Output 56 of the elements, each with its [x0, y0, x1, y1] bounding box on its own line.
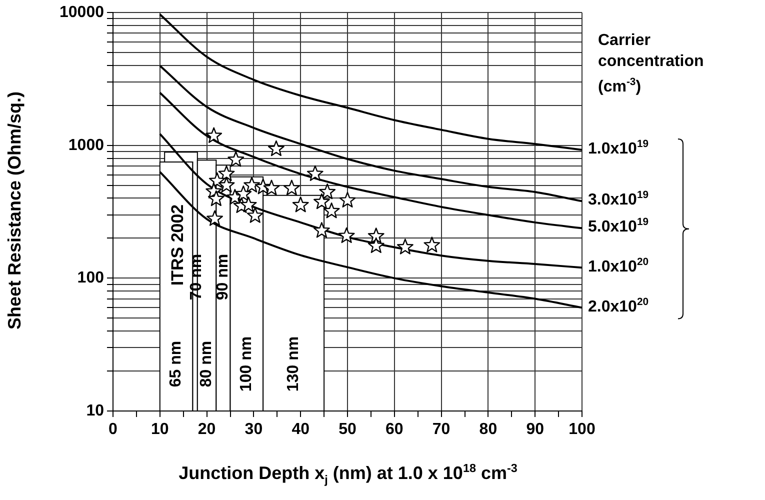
point — [240, 196, 257, 212]
series-label: 3.0x10$^{19}$ — [588, 190, 648, 210]
x-tick-label: 90 — [526, 421, 544, 438]
y-tick-label: 1000 — [68, 136, 104, 154]
point — [263, 180, 280, 196]
y-axis-title: Sheet Resistance (Ohm/sq.) — [4, 90, 26, 330]
point — [313, 193, 330, 210]
point — [228, 151, 244, 167]
series-label: 80 nm — [198, 340, 216, 388]
x-axis-title: Junction Depth x$_{j}$ (nm) at 1.0 x 10$^{18}$ cm$^{-3}$ — [178, 462, 518, 487]
point — [323, 202, 340, 218]
x-tick-label: 20 — [198, 421, 216, 438]
x-tick-label: 10 — [151, 421, 169, 438]
y-tick-label: 100 — [77, 270, 104, 287]
point — [368, 237, 384, 253]
x-tick-label: 40 — [292, 421, 310, 438]
point — [306, 165, 324, 181]
series-label: 1.0x10$^{19}$ — [588, 138, 648, 158]
point — [283, 180, 300, 196]
point — [235, 185, 252, 202]
series-label: 5.0x10$^{19}$ — [588, 217, 648, 237]
y-tick-label: 10 — [86, 402, 104, 420]
x-tick-label: 100 — [568, 421, 596, 438]
x-tick-label: 60 — [386, 421, 404, 438]
series-label: 2.0x10$^{20}$ — [588, 296, 648, 316]
series-label: 65 nm — [168, 340, 185, 388]
series-label: 130 nm — [284, 336, 302, 392]
x-tick-label: 0 — [108, 421, 118, 438]
point — [396, 238, 414, 254]
series-label: 90 nm — [214, 254, 232, 300]
point — [338, 227, 355, 244]
point — [208, 190, 224, 206]
x-tick-label: 50 — [338, 421, 356, 438]
y-tick-label: 10000 — [60, 4, 104, 22]
annotation: ITRS 2002 — [168, 204, 188, 286]
point — [292, 196, 309, 212]
line-series — [158, 64, 582, 202]
point — [268, 140, 284, 156]
x-tick-label: 70 — [432, 421, 450, 438]
series-label: 100 nm — [238, 336, 256, 392]
legend-title: Carrier concentration (cm$^{-3}$) — [598, 31, 705, 98]
point — [206, 210, 223, 226]
point — [424, 236, 440, 252]
point — [218, 165, 235, 181]
x-tick-label: 30 — [244, 421, 263, 438]
series-label: 1.0x10$^{20}$ — [588, 256, 648, 276]
x-tick-label: 80 — [479, 421, 498, 438]
point — [206, 127, 222, 143]
point — [368, 228, 384, 244]
point — [339, 192, 356, 208]
point — [244, 176, 260, 192]
point — [313, 222, 330, 238]
point — [218, 176, 235, 192]
line-series — [158, 13, 582, 151]
point — [246, 207, 264, 223]
point — [319, 184, 336, 200]
